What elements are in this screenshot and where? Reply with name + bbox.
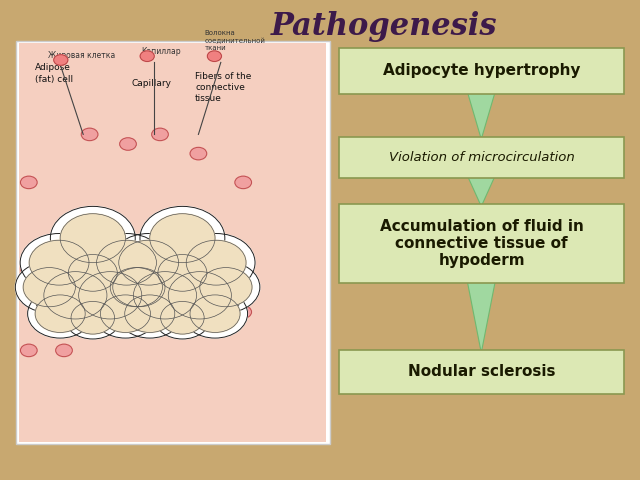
Circle shape bbox=[207, 51, 221, 61]
Circle shape bbox=[105, 262, 173, 312]
Circle shape bbox=[158, 254, 207, 291]
Polygon shape bbox=[467, 281, 495, 353]
Circle shape bbox=[102, 262, 170, 312]
Circle shape bbox=[65, 297, 121, 339]
Circle shape bbox=[93, 289, 158, 338]
Circle shape bbox=[20, 233, 98, 292]
Circle shape bbox=[35, 264, 116, 326]
Circle shape bbox=[134, 272, 196, 319]
Circle shape bbox=[119, 240, 179, 285]
FancyBboxPatch shape bbox=[19, 43, 326, 442]
Circle shape bbox=[113, 267, 165, 307]
Circle shape bbox=[235, 306, 252, 318]
Text: Волокна
соединительной
ткани: Волокна соединительной ткани bbox=[205, 30, 266, 51]
Circle shape bbox=[20, 176, 37, 189]
Circle shape bbox=[140, 51, 154, 61]
FancyBboxPatch shape bbox=[339, 137, 624, 178]
Circle shape bbox=[51, 206, 135, 270]
Circle shape bbox=[150, 214, 215, 263]
Circle shape bbox=[200, 267, 252, 307]
Circle shape bbox=[44, 272, 107, 319]
Circle shape bbox=[154, 297, 211, 339]
Circle shape bbox=[71, 301, 115, 334]
Circle shape bbox=[177, 233, 255, 292]
Text: Жировая клетка: Жировая клетка bbox=[48, 50, 115, 60]
Circle shape bbox=[190, 147, 207, 160]
Circle shape bbox=[159, 264, 241, 326]
Circle shape bbox=[117, 289, 182, 338]
Text: Pathogenesis: Pathogenesis bbox=[271, 11, 497, 42]
Circle shape bbox=[182, 289, 248, 338]
Circle shape bbox=[124, 264, 206, 326]
Text: Capillary: Capillary bbox=[131, 79, 172, 88]
Circle shape bbox=[35, 295, 85, 333]
Circle shape bbox=[97, 240, 156, 285]
Circle shape bbox=[81, 128, 98, 141]
FancyBboxPatch shape bbox=[339, 48, 624, 94]
Circle shape bbox=[235, 176, 252, 189]
FancyBboxPatch shape bbox=[339, 350, 624, 394]
Circle shape bbox=[161, 301, 204, 334]
Text: Fibers of the
connective
tissue: Fibers of the connective tissue bbox=[195, 72, 252, 103]
Circle shape bbox=[29, 240, 89, 285]
Circle shape bbox=[150, 249, 214, 297]
Circle shape bbox=[61, 249, 125, 297]
Circle shape bbox=[120, 138, 136, 150]
Circle shape bbox=[110, 233, 188, 292]
Circle shape bbox=[190, 295, 240, 333]
Text: Violation of microcirculation: Violation of microcirculation bbox=[388, 151, 575, 164]
Circle shape bbox=[69, 264, 151, 326]
Text: Adipose
(fat) cell: Adipose (fat) cell bbox=[35, 63, 74, 84]
Circle shape bbox=[15, 262, 83, 312]
Circle shape bbox=[110, 267, 163, 307]
Polygon shape bbox=[467, 91, 495, 139]
Circle shape bbox=[100, 295, 150, 333]
Text: Accumulation of fluid in
connective tissue of
hypoderm: Accumulation of fluid in connective tiss… bbox=[380, 219, 584, 268]
Circle shape bbox=[168, 272, 232, 319]
Circle shape bbox=[140, 206, 225, 270]
Circle shape bbox=[54, 55, 68, 65]
Circle shape bbox=[152, 128, 168, 141]
FancyBboxPatch shape bbox=[16, 41, 330, 444]
Circle shape bbox=[23, 267, 76, 307]
Circle shape bbox=[88, 233, 165, 292]
Circle shape bbox=[56, 344, 72, 357]
Circle shape bbox=[192, 262, 260, 312]
Text: Nodular sclerosis: Nodular sclerosis bbox=[408, 364, 556, 380]
Circle shape bbox=[196, 263, 213, 275]
Circle shape bbox=[79, 272, 142, 319]
Text: Капиллар: Капиллар bbox=[141, 47, 180, 56]
FancyBboxPatch shape bbox=[339, 204, 624, 283]
Circle shape bbox=[68, 254, 117, 291]
Circle shape bbox=[60, 214, 125, 263]
Circle shape bbox=[20, 344, 37, 357]
Polygon shape bbox=[467, 175, 495, 206]
Circle shape bbox=[125, 295, 175, 333]
Circle shape bbox=[186, 240, 246, 285]
Circle shape bbox=[28, 289, 93, 338]
Circle shape bbox=[20, 263, 37, 275]
Text: Adipocyte hypertrophy: Adipocyte hypertrophy bbox=[383, 63, 580, 78]
